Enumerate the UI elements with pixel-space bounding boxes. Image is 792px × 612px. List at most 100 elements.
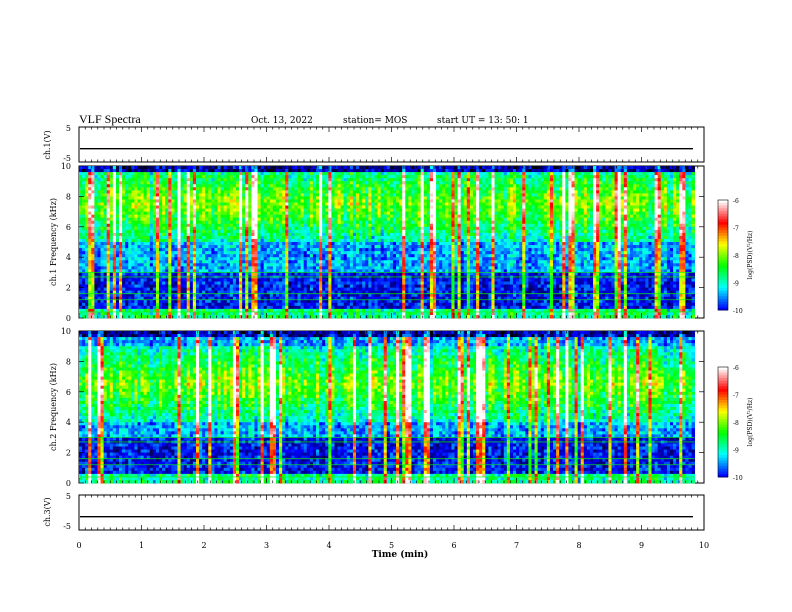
spectrogram-cell (119, 251, 123, 255)
spectrogram-cell (272, 278, 277, 282)
spectrogram-cell (192, 260, 197, 264)
spectrogram-cell (229, 251, 234, 255)
spectrogram-cell (226, 269, 231, 273)
spectrogram-cell (88, 305, 92, 310)
spectrogram-cell (242, 293, 246, 298)
spectrogram-cell (328, 217, 332, 222)
spectrogram-cell (100, 190, 105, 194)
spectrogram-cell (352, 242, 357, 246)
spectrogram-cell (146, 205, 151, 209)
spectrogram-cell (186, 281, 191, 285)
spectrogram-cell (205, 296, 209, 301)
spectrogram-cell (131, 214, 135, 219)
spectrogram-cell (319, 245, 323, 249)
spectrogram-cell (294, 166, 298, 170)
spectrogram-cell (251, 232, 255, 237)
spectrogram-cell (131, 302, 135, 307)
spectrogram-cell (171, 226, 175, 231)
spectrogram-cell (359, 251, 363, 255)
spectrogram-cell (312, 235, 317, 240)
spectrogram-cell (285, 232, 289, 237)
spectrogram-cell (319, 166, 323, 170)
spectrogram-cell (100, 293, 105, 298)
spectrogram-cell (282, 284, 286, 288)
spectrogram-cell (214, 290, 218, 295)
spectrogram-cell (85, 299, 89, 304)
spectrogram-cell (263, 232, 268, 237)
spectrogram-cell (263, 299, 268, 304)
spectrogram-cell (159, 214, 163, 219)
spectrogram-cell (189, 208, 194, 212)
spectrogram-cell (291, 229, 295, 234)
spectrogram-cell (279, 293, 283, 298)
spectrogram-cell (248, 181, 252, 185)
spectrogram-cell (368, 299, 372, 304)
spectrogram-cell (94, 190, 98, 194)
spectrogram-cell (269, 263, 274, 267)
spectrogram-cell (149, 254, 154, 258)
spectrogram-cell (100, 232, 105, 237)
spectrogram-cell (334, 305, 338, 310)
spectrogram-cell (282, 290, 286, 295)
spectrogram-cell (288, 217, 292, 222)
spectrogram-cell (134, 302, 138, 307)
spectrogram-cell (297, 208, 302, 212)
spectrogram-cell (100, 181, 105, 185)
spectrogram-cell (134, 190, 138, 194)
spectrogram-cell (334, 281, 338, 285)
spectrogram-cell (272, 287, 277, 292)
spectrogram-cell (91, 232, 95, 237)
spectrogram-cell (276, 175, 280, 179)
spectrogram-cell (285, 305, 289, 310)
spectrogram-cell (269, 187, 274, 191)
spectrogram-cell (257, 305, 262, 310)
spectrogram-cell (269, 251, 274, 255)
spectrogram-cell (79, 284, 83, 288)
spectrogram-cell (328, 166, 332, 170)
spectrogram-cell (159, 299, 163, 304)
spectrogram-cell (272, 193, 277, 197)
spectrogram-cell (223, 299, 228, 304)
spectrogram-cell (223, 245, 228, 249)
spectrogram-cell (365, 281, 369, 285)
spectrogram-cell (195, 232, 200, 237)
spectrogram-cell (232, 260, 237, 264)
spectrogram-cell (337, 296, 342, 301)
spectrogram-cell (331, 178, 335, 182)
spectrogram-cell (325, 251, 329, 255)
spectrogram-cell (211, 175, 215, 179)
spectrogram-cell (232, 278, 237, 282)
spectrogram-cell (91, 172, 95, 176)
spectrogram-cell (199, 205, 203, 209)
spectrogram-cell (232, 211, 237, 216)
spectrogram-cell (131, 311, 135, 316)
spectrogram-cell (168, 178, 172, 182)
spectrogram-cell (319, 235, 323, 240)
spectrogram-cell (192, 257, 197, 261)
spectrogram-cell (192, 242, 197, 246)
spectrogram-cell (269, 235, 274, 240)
spectrogram-cell (91, 308, 95, 313)
spectrogram-cell (229, 257, 234, 261)
spectrogram-cell (365, 199, 369, 203)
spectrogram-cell (239, 308, 243, 313)
spectrogram-cell (125, 254, 129, 258)
spectrogram-cell (82, 223, 86, 228)
spectrogram-cell (168, 287, 172, 292)
spectrogram-cell (309, 260, 314, 264)
spectrogram-cell (226, 178, 231, 182)
spectrogram-cell (82, 308, 86, 313)
spectrogram-cell (79, 220, 83, 225)
spectrogram-cell (202, 272, 206, 276)
spectrogram-cell (199, 181, 203, 185)
spectrogram-cell (149, 169, 154, 173)
spectrogram-cell (294, 232, 298, 237)
spectrogram-cell (229, 217, 234, 222)
spectrogram-cell (97, 199, 101, 203)
spectrogram-cell (165, 181, 169, 185)
spectrogram-cell (103, 232, 108, 237)
spectrogram-cell (343, 260, 348, 264)
spectrogram-cell (125, 181, 129, 185)
spectrogram-cell (248, 296, 252, 301)
spectrogram-cell (134, 311, 138, 316)
